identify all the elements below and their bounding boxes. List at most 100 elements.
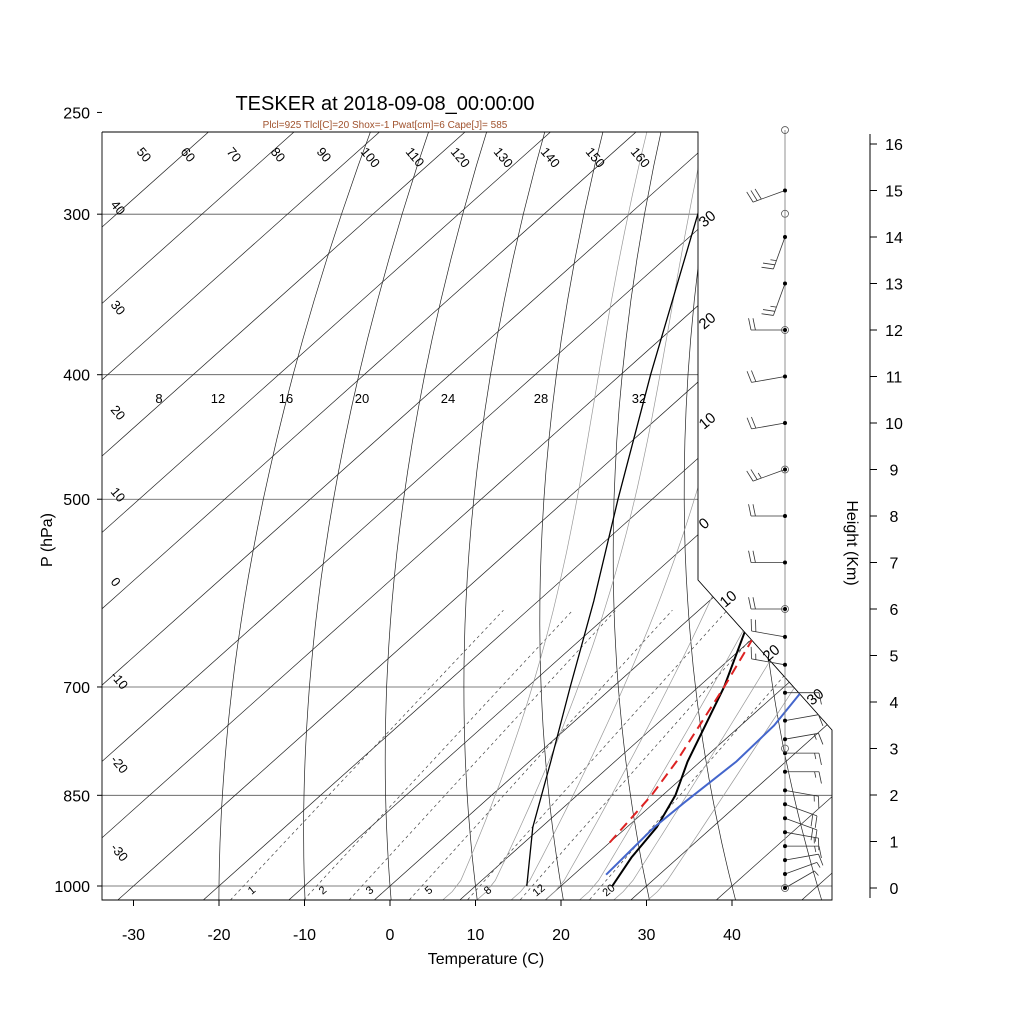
wind-level-dot [783, 788, 787, 793]
isotherm-left-label: -10 [108, 668, 132, 692]
wind-level-dot [783, 858, 787, 863]
wind-barb-staff [784, 817, 818, 831]
isotherm-left-label: 10 [108, 484, 129, 505]
wind-barb-staff [784, 789, 819, 797]
pressure-axis: 1001502002503004005007008501000 [54, 105, 102, 896]
isotherm-line [786, 132, 832, 900]
temperature-tick-label: 10 [467, 927, 485, 944]
isotherm-line [102, 132, 832, 900]
height-tick-label: 4 [890, 695, 899, 712]
wind-level-dot [783, 737, 787, 742]
isotherm-top-label: 130 [491, 144, 516, 170]
wind-barb-flag [751, 370, 757, 382]
dry-adiabat-line [884, 0, 1013, 913]
wind-level-dot [783, 690, 787, 695]
wind-barb-flag [752, 318, 756, 331]
mixing-ratio-line [508, 609, 777, 900]
mixing-ratio-line [397, 609, 673, 900]
isotherm-right-label: 10 [717, 587, 741, 611]
height-tick-label: 6 [890, 602, 899, 619]
isotherm-line [102, 132, 832, 900]
isotherm-top-label: 120 [448, 144, 473, 170]
wind-barb-flag [818, 771, 822, 784]
dry-adiabat-line [463, 132, 748, 900]
wind-barbs [746, 126, 824, 892]
wind-barb-staff [751, 630, 786, 638]
height-tick-label: 9 [890, 463, 899, 480]
height-tick-label: 13 [885, 277, 903, 294]
moist-adiabat-line [598, 132, 832, 900]
isotherm-top-label: 60 [178, 144, 199, 165]
temperature-axis: -30 -20 -10 0 10 20 30 40 [122, 900, 741, 944]
temperature-tick-label: 20 [552, 927, 570, 944]
wind-level-dot [783, 802, 787, 807]
height-tick-label: 12 [885, 323, 903, 340]
wind-barb-flag [750, 469, 758, 480]
theta-e-label: 32 [632, 391, 646, 406]
pressure-tick-label: 1000 [54, 879, 90, 896]
wind-calm-circle [781, 326, 789, 334]
wind-barb-flag [748, 550, 752, 563]
frame-outline [101, 131, 833, 901]
mixing-ratio-line [217, 609, 504, 900]
isopleth-labels: 50 60 70 80 90 100 110 120 130 140 150 160403020100… [108, 144, 828, 899]
height-tick-label: 16 [885, 137, 903, 154]
wind-calm-circle [781, 605, 789, 613]
chart-subtitle: Plcl=925 Tlcl[C]=20 Shox=-1 Pwat[cm]=6 C… [263, 120, 508, 131]
y-axis-label: P (hPa) [39, 513, 56, 567]
mixing-ratio-label: 20 [601, 882, 618, 899]
moist-adiabat-line [427, 132, 652, 900]
temperature-tick-label: -20 [207, 927, 230, 944]
plot-frame [101, 131, 833, 901]
height-tick-label: 7 [890, 556, 899, 573]
isotherm-right-label: 30 [804, 685, 828, 709]
isotherm-line [102, 132, 832, 900]
height-tick-label: 8 [890, 509, 899, 526]
height-tick-label: 0 [890, 881, 899, 898]
wind-barb-flag [814, 771, 817, 778]
wind-barb-flag [770, 305, 777, 308]
background-clipped [102, 0, 1024, 913]
height-axis-label: Height (Km) [843, 500, 860, 585]
wind-barb-flag [818, 846, 822, 858]
parcel-line [608, 132, 832, 844]
wind-barb-flag [814, 753, 817, 760]
wind-barb-flag [746, 470, 754, 482]
wind-barb-flag [818, 692, 822, 705]
mixing-ratio-line [291, 609, 574, 900]
wind-barb-staff [784, 853, 819, 861]
wind-barb-staff [784, 732, 819, 740]
wind-level-dot [783, 816, 787, 821]
theta-e-label: 16 [279, 391, 293, 406]
isotherm-top-label: 70 [224, 144, 245, 165]
dry-adiabat-line [947, 0, 1024, 913]
isotherm-line [359, 132, 832, 900]
temperature-tick-label: -30 [122, 927, 145, 944]
pressure-tick-label: 850 [63, 788, 90, 805]
isotherm-left-label: -30 [108, 840, 132, 864]
isotherm-top-label: 80 [268, 144, 289, 165]
isotherm-right-label: 20 [696, 309, 720, 333]
wind-level-dot [783, 718, 787, 723]
theta-e-label: 20 [355, 391, 369, 406]
wind-barb-staff [752, 469, 786, 482]
isotherm-line [530, 132, 832, 900]
chart-title: TESKER at 2018-09-08_00:00:00 [235, 93, 534, 115]
wind-calm-circle [781, 465, 789, 474]
pressure-tick-label: 700 [63, 680, 90, 697]
wind-barb-flag [748, 504, 752, 517]
wind-level-dot [783, 235, 787, 239]
dry-adiabat-line [218, 132, 616, 900]
wind-barb-flag [818, 714, 824, 726]
wind-barb-flag [752, 597, 756, 610]
wind-level-dot [783, 328, 787, 332]
isotherm-left-label: 20 [108, 402, 129, 423]
reference-line [526, 132, 832, 887]
temperature-tick-label: -10 [293, 927, 316, 944]
wind-barb-flag [746, 371, 752, 383]
moist-adiabat-line [461, 132, 711, 900]
wind-barb-flag [813, 733, 817, 740]
wind-level-dot [783, 188, 787, 193]
wind-barb-staff [772, 283, 786, 316]
mixing-ratio-line [455, 609, 728, 900]
